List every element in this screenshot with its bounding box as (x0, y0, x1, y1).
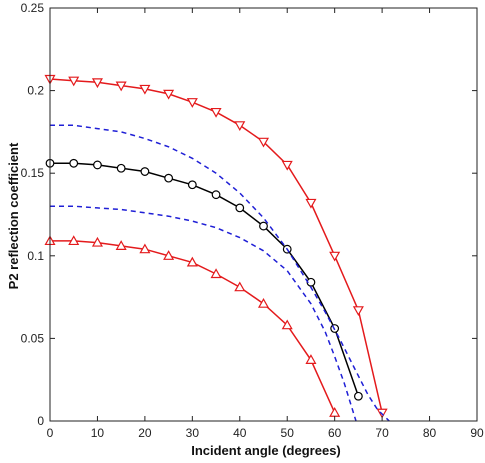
y-tick-label: 0.15 (21, 166, 45, 180)
data-point-circle (69, 158, 79, 168)
data-point-triangle-down (352, 306, 364, 317)
data-point-triangle-up (186, 256, 198, 267)
data-point-triangle-up (281, 319, 293, 330)
x-tick-label: 80 (423, 426, 437, 440)
data-point-circle (164, 173, 174, 183)
series-line (50, 240, 336, 414)
data-point-triangle-up (163, 250, 175, 260)
y-tick-label: 0.05 (21, 331, 45, 345)
y-tick-label: 0 (37, 414, 44, 428)
data-point-triangle-up (210, 268, 222, 279)
x-tick-label: 70 (375, 426, 389, 440)
data-point-triangle-down (91, 78, 103, 89)
x-tick-label: 0 (47, 426, 54, 440)
data-point-circle (211, 190, 221, 200)
y-axis-title: P2 reflection coefficient (6, 142, 21, 289)
data-point-triangle-down (329, 251, 341, 262)
x-axis-title: Incident angle (degrees) (191, 443, 341, 458)
data-point-triangle-down (68, 76, 80, 87)
data-point-circle (187, 180, 197, 190)
data-point-circle (259, 221, 268, 231)
data-point-triangle-up (329, 407, 341, 417)
y-tick-label: 0.1 (27, 249, 44, 263)
plot-frame (49, 7, 478, 422)
data-point-triangle-down (257, 137, 270, 148)
data-point-triangle-down (139, 84, 151, 95)
y-tick-label: 0.2 (27, 84, 44, 98)
x-tick-label: 20 (138, 426, 152, 440)
data-point-triangle-down (305, 198, 317, 209)
data-point-triangle-down (210, 107, 222, 118)
y-tick-label: 0.25 (21, 1, 45, 15)
data-point-circle (235, 203, 245, 213)
data-point-triangle-up (257, 297, 270, 308)
data-point-triangle-down (115, 81, 127, 92)
data-point-triangle-up (234, 281, 246, 292)
data-point-triangle-up (91, 236, 103, 247)
x-tick-label: 30 (186, 426, 200, 440)
data-point-triangle-up (139, 243, 151, 254)
data-point-triangle-down (281, 160, 293, 171)
x-tick-label: 10 (91, 426, 105, 440)
data-point-circle (140, 167, 150, 176)
data-point-triangle-up (68, 235, 80, 246)
x-tick-label: 40 (233, 426, 247, 440)
series-line (50, 205, 357, 422)
series-layer (44, 74, 390, 422)
data-point-triangle-down (163, 89, 175, 100)
data-point-circle (116, 163, 126, 173)
data-point-triangle-down (234, 121, 246, 132)
data-point-triangle-down (186, 98, 198, 108)
x-tick-label: 90 (470, 426, 484, 440)
data-point-circle (353, 391, 363, 401)
data-point-circle (93, 160, 102, 170)
series-line (50, 124, 390, 422)
data-point-triangle-up (115, 240, 127, 250)
x-tick-label: 60 (328, 426, 342, 440)
axes-layer: 0 10 20 30 40 50 60 70 80 90 0 0.05 0.1 0.15 0.2 0.25 (21, 1, 484, 440)
data-point-triangle-up (305, 354, 317, 364)
x-tick-label: 50 (281, 426, 295, 440)
